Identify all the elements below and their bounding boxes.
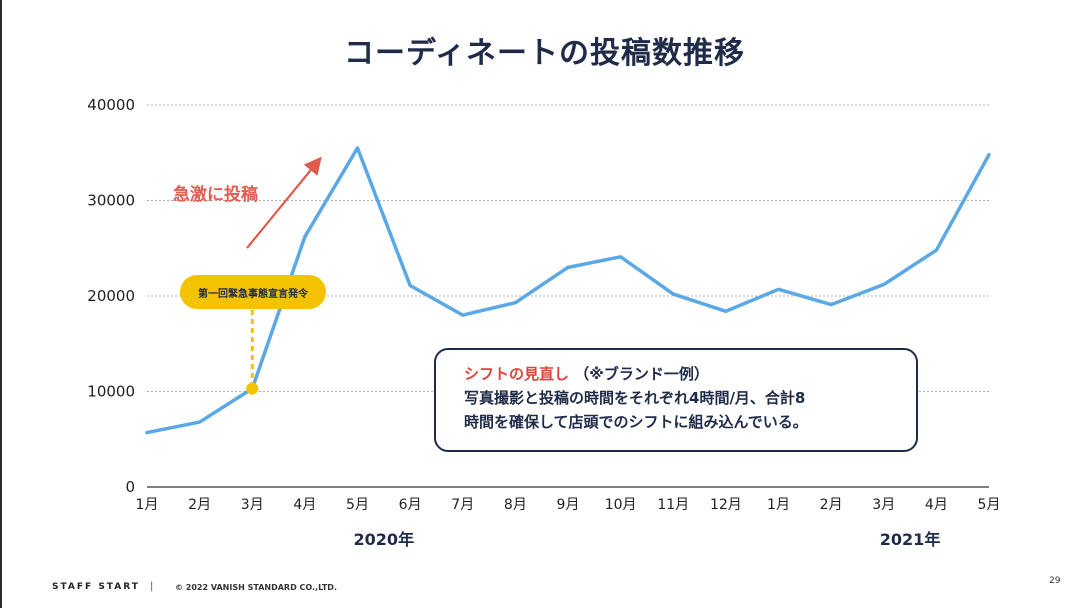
footer-brand: STAFF START xyxy=(52,582,140,592)
y-tick-label-1: 10000 xyxy=(87,383,135,401)
event-label-text: 第一回緊急事態宣言発令 xyxy=(198,288,308,300)
x-tick-label-5: 6月 xyxy=(399,497,422,513)
x-tick-label-3: 4月 xyxy=(293,497,316,513)
x-tick-label-6: 7月 xyxy=(451,497,474,513)
x-tick-label-2: 3月 xyxy=(241,497,264,513)
x-tick-label-8: 9月 xyxy=(557,497,580,513)
x-tick-label-13: 2月 xyxy=(820,497,843,513)
surge-annotation-label: 急激に投稿 xyxy=(173,185,258,205)
x-tick-label-12: 1月 xyxy=(767,497,790,513)
page-number: 29 xyxy=(1049,576,1061,586)
x-tick-label-4: 5月 xyxy=(346,497,369,513)
x-tick-label-14: 3月 xyxy=(872,497,895,513)
y-tick-label-4: 40000 xyxy=(87,96,135,114)
y-tick-label-2: 20000 xyxy=(87,287,135,305)
x-tick-label-15: 4月 xyxy=(925,497,948,513)
footer-copyright: © 2022 VANISH STANDARD CO.,LTD. xyxy=(175,583,337,592)
year-label-0: 2020年 xyxy=(354,530,415,549)
x-tick-label-7: 8月 xyxy=(504,497,527,513)
note-heading-line: シフトの見直し （※ブランド一例） xyxy=(464,362,916,386)
y-tick-label-3: 30000 xyxy=(87,192,135,210)
x-tick-label-9: 10月 xyxy=(605,497,637,513)
year-label-1: 2021年 xyxy=(880,530,941,549)
note-line-2: 時間を確保して店頭でのシフトに組み込んでいる。 xyxy=(464,413,808,431)
note-box: シフトの見直し （※ブランド一例） 写真撮影と投稿の時間をそれぞれ4時間/月、合… xyxy=(434,348,918,452)
footer-separator: | xyxy=(150,581,154,592)
note-heading-sub: （※ブランド一例） xyxy=(574,365,709,383)
x-tick-label-11: 12月 xyxy=(710,497,742,513)
slide-left-border xyxy=(0,0,2,608)
page-title: コーディネートの投稿数推移 xyxy=(344,36,745,71)
event-marker-dot xyxy=(246,382,259,395)
note-heading: シフトの見直し xyxy=(464,365,570,383)
event-pill-label: 第一回緊急事態宣言発令 xyxy=(180,275,326,309)
x-tick-label-10: 11月 xyxy=(657,497,689,513)
y-tick-label-0: 0 xyxy=(125,478,135,496)
x-tick-label-1: 2月 xyxy=(188,497,211,513)
x-tick-label-16: 5月 xyxy=(978,497,1001,513)
surge-arrow xyxy=(246,156,322,249)
x-tick-label-0: 1月 xyxy=(136,497,159,513)
note-line-1: 写真撮影と投稿の時間をそれぞれ4時間/月、合計8 xyxy=(464,389,806,407)
